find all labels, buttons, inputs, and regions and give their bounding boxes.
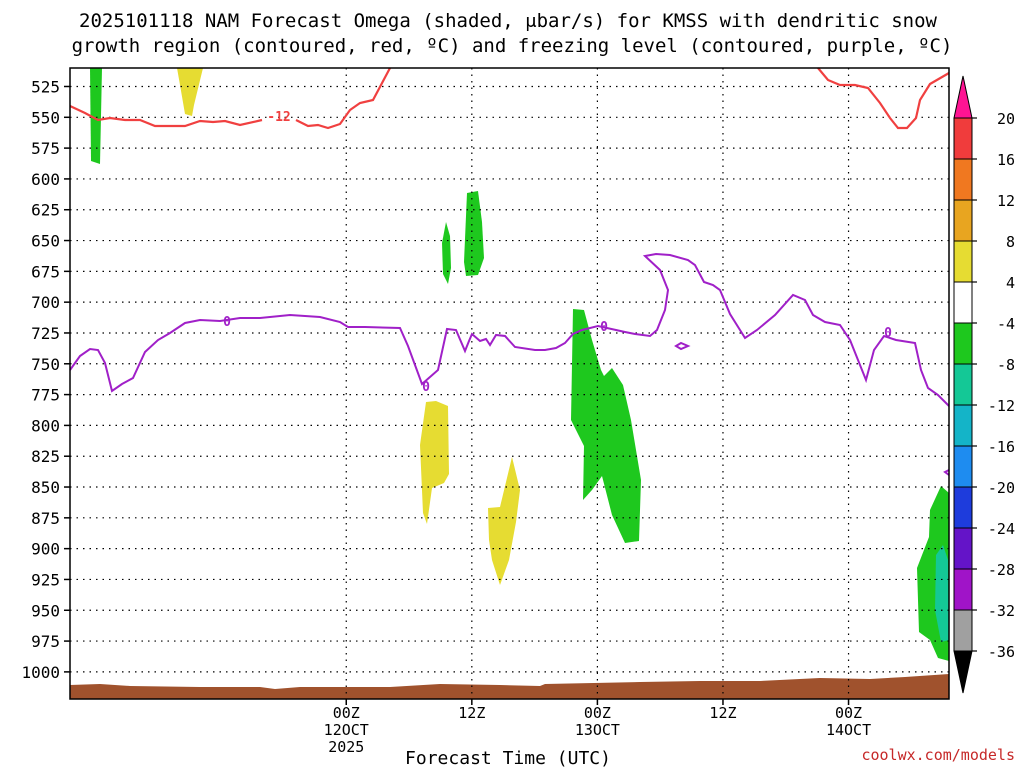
chart-title-line1: 2025101118 NAM Forecast Omega (shaded, μ… <box>79 10 937 32</box>
omega-shading <box>90 68 949 661</box>
colorbar-segment <box>953 199 973 242</box>
x-tick-date: 12OCT <box>324 721 369 739</box>
contour-minus12-right <box>817 67 950 130</box>
contour-minus12-mid <box>295 67 391 130</box>
omega-region-green-small-2 <box>464 191 484 276</box>
credit-text: coolwx.com/models <box>861 746 1015 764</box>
contour-0-small-loop <box>674 341 691 351</box>
x-tick-year: 2025 <box>328 738 364 756</box>
omega-region-green-large <box>571 309 641 543</box>
colorbar-tick-label: -24 <box>988 520 1015 538</box>
y-tick-label: 800 <box>31 416 60 435</box>
colorbar-segment <box>953 527 973 570</box>
colorbar-tick-label: -36 <box>988 643 1015 661</box>
y-tick-label: 600 <box>31 170 60 189</box>
x-tick-label: 00Z <box>835 704 862 722</box>
colorbar-segment <box>953 240 973 283</box>
colorbar-segment <box>953 322 973 365</box>
colorbar-segment <box>953 117 973 160</box>
contour-label-0-d: 0 <box>884 326 892 341</box>
y-tick-label: 650 <box>31 232 60 251</box>
omega-region-yellow-mid-2 <box>488 457 520 585</box>
x-tick-label: 12Z <box>709 704 736 722</box>
contour-label-minus12: -12 <box>267 110 290 125</box>
x-tick-label: 12Z <box>458 704 485 722</box>
colorbar-tick-label: 12 <box>997 192 1015 210</box>
colorbar-segment <box>953 281 973 324</box>
colorbar-tick-label: 8 <box>1006 233 1015 251</box>
y-tick-label: 825 <box>31 447 60 466</box>
y-tick-label: 675 <box>31 262 60 281</box>
colorbar-tick-label: 16 <box>997 151 1015 169</box>
omega-region-green-top-left <box>90 68 102 164</box>
grid-lines <box>70 68 949 699</box>
y-tick-label: 625 <box>31 201 60 220</box>
y-tick-label: 775 <box>31 386 60 405</box>
contour-label-0-c: 0 <box>600 320 608 335</box>
y-tick-label: 1000 <box>21 663 60 682</box>
y-tick-label: 975 <box>31 632 60 651</box>
y-tick-label: 925 <box>31 570 60 589</box>
y-tick-label: 700 <box>31 293 60 312</box>
x-axis-label: Forecast Time (UTC) <box>405 748 611 768</box>
x-tick-label: 00Z <box>333 704 360 722</box>
colorbar-bottom-arrow <box>953 650 973 694</box>
colorbar-tick-label: 4 <box>1006 274 1015 292</box>
omega-region-yellow-top <box>177 68 203 116</box>
colorbar-tick-label: -12 <box>988 397 1015 415</box>
colorbar-tick-label: 20 <box>997 110 1015 128</box>
colorbar-tick-label: -16 <box>988 438 1015 456</box>
y-tick-label: 850 <box>31 478 60 497</box>
terrain-fill <box>70 674 949 699</box>
colorbar-segment <box>953 363 973 406</box>
plot-frame <box>69 67 950 700</box>
omega-region-yellow-mid-1 <box>420 401 449 524</box>
colorbar-segment <box>953 404 973 447</box>
contour-0-main <box>69 252 950 407</box>
omega-region-green-small-1 <box>442 222 451 284</box>
y-tick-label: 575 <box>31 139 60 158</box>
colorbar-segment <box>953 568 973 611</box>
y-tick-label: 725 <box>31 324 60 343</box>
y-tick-label: 550 <box>31 108 60 127</box>
y-tick-label: 875 <box>31 509 60 528</box>
colorbar-tick-label: -8 <box>997 356 1015 374</box>
y-tick-label: 525 <box>31 77 60 96</box>
colorbar-tick-label: -28 <box>988 561 1015 579</box>
y-axis: 525 550 575 600 625 650 675 700 725 750 775 800 825 8… <box>21 77 70 682</box>
y-tick-label: 900 <box>31 540 60 559</box>
colorbar-tick-label: -32 <box>988 602 1015 620</box>
colorbar-segment <box>953 609 973 652</box>
chart-title-line2: growth region (contoured, red, ºC) and f… <box>72 35 953 57</box>
x-tick-label: 00Z <box>584 704 611 722</box>
x-tick-date: 13OCT <box>575 721 620 739</box>
colorbar-segment <box>953 158 973 201</box>
colorbar-tick-label: -4 <box>997 315 1015 333</box>
colorbar: 20 16 12 8 4 -4 -8 -12 -16 -20 -24 -28 -32 -36 <box>953 75 1015 694</box>
colorbar-segment <box>953 486 973 529</box>
colorbar-tick-label: -20 <box>988 479 1015 497</box>
contour-label-0-b: 0 <box>422 380 430 395</box>
colorbar-segment <box>953 445 973 488</box>
omega-region-teal-right <box>935 545 949 642</box>
y-tick-label: 950 <box>31 601 60 620</box>
contour-minus12-left <box>69 105 263 128</box>
contour-label-0-a: 0 <box>223 315 231 330</box>
colorbar-top-arrow <box>953 75 973 119</box>
contour-0-right-tick <box>943 469 950 476</box>
x-tick-date: 14OCT <box>826 721 871 739</box>
y-tick-label: 750 <box>31 355 60 374</box>
